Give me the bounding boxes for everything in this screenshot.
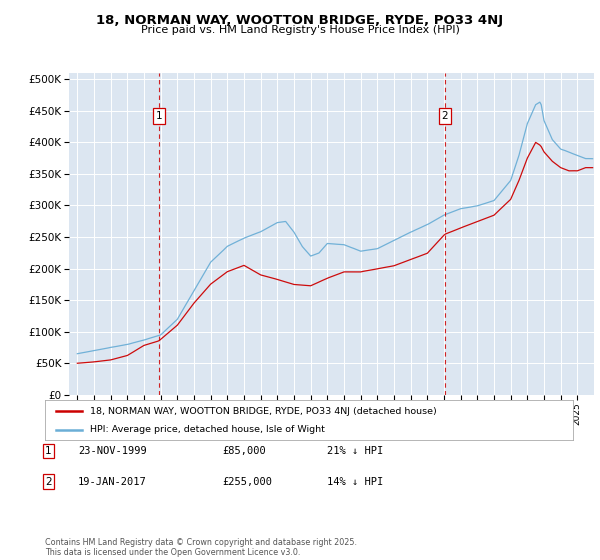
Text: 18, NORMAN WAY, WOOTTON BRIDGE, RYDE, PO33 4NJ (detached house): 18, NORMAN WAY, WOOTTON BRIDGE, RYDE, PO…	[90, 407, 437, 416]
Text: 21% ↓ HPI: 21% ↓ HPI	[327, 446, 383, 456]
Text: Price paid vs. HM Land Registry's House Price Index (HPI): Price paid vs. HM Land Registry's House …	[140, 25, 460, 35]
Text: £255,000: £255,000	[222, 477, 272, 487]
Text: 19-JAN-2017: 19-JAN-2017	[78, 477, 147, 487]
Text: £85,000: £85,000	[222, 446, 266, 456]
Text: 1: 1	[45, 446, 52, 456]
Text: 2: 2	[45, 477, 52, 487]
Text: 18, NORMAN WAY, WOOTTON BRIDGE, RYDE, PO33 4NJ: 18, NORMAN WAY, WOOTTON BRIDGE, RYDE, PO…	[97, 14, 503, 27]
Text: 2: 2	[442, 111, 448, 122]
Text: HPI: Average price, detached house, Isle of Wight: HPI: Average price, detached house, Isle…	[90, 425, 325, 435]
Text: 23-NOV-1999: 23-NOV-1999	[78, 446, 147, 456]
Text: 14% ↓ HPI: 14% ↓ HPI	[327, 477, 383, 487]
Text: Contains HM Land Registry data © Crown copyright and database right 2025.
This d: Contains HM Land Registry data © Crown c…	[45, 538, 357, 557]
Text: 1: 1	[155, 111, 162, 122]
